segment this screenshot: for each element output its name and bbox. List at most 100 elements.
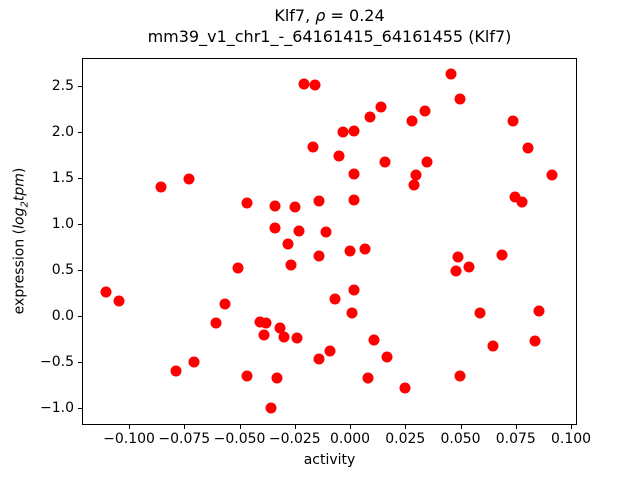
data-point — [419, 105, 431, 117]
y-tick-mark — [78, 223, 82, 225]
x-tick-mark — [571, 425, 573, 429]
data-point — [210, 317, 222, 329]
y-tick-label: 0.0 — [51, 307, 74, 324]
data-point — [445, 68, 457, 80]
x-tick-label: 0.075 — [495, 431, 536, 447]
data-point — [293, 225, 305, 237]
data-point — [313, 250, 325, 262]
data-point — [533, 305, 545, 317]
data-point — [450, 265, 462, 277]
data-point — [529, 335, 541, 347]
data-point — [320, 226, 332, 238]
data-point — [348, 125, 360, 137]
y-tick-label: 2.5 — [51, 78, 74, 95]
data-point — [265, 402, 277, 414]
y-tick-mark — [78, 86, 82, 88]
data-point — [507, 115, 519, 127]
data-point — [113, 295, 125, 307]
data-point — [155, 181, 167, 193]
data-point — [496, 249, 508, 261]
data-point — [188, 356, 200, 368]
data-point — [509, 191, 521, 202]
chart-title-gene: Klf7, — [274, 6, 316, 25]
data-point — [368, 334, 380, 346]
data-point — [298, 78, 310, 90]
data-point — [289, 201, 301, 213]
y-tick-mark — [78, 131, 82, 133]
x-tick-mark — [184, 425, 186, 429]
data-point — [258, 329, 270, 341]
data-point — [348, 284, 360, 296]
y-axis-label: expression (log2tpm) — [12, 168, 31, 315]
x-tick-label: 0.025 — [385, 431, 426, 447]
x-axis-label: activity — [303, 452, 356, 468]
data-point — [463, 261, 475, 273]
data-point — [381, 351, 393, 363]
data-point — [274, 322, 286, 334]
data-point — [375, 101, 387, 113]
data-point — [241, 370, 253, 382]
x-tick-label: −0.025 — [268, 431, 321, 447]
x-tick-mark — [515, 425, 517, 429]
x-tick-label: −0.050 — [213, 431, 266, 447]
x-tick-mark — [460, 425, 462, 429]
y-tick-label: −1.0 — [40, 399, 74, 416]
data-point — [487, 340, 499, 352]
data-point — [454, 370, 466, 382]
data-point — [346, 307, 358, 319]
x-tick-label: 0.000 — [330, 431, 371, 447]
data-point — [522, 142, 534, 154]
data-point — [170, 365, 182, 377]
data-point — [241, 197, 253, 209]
data-point — [309, 79, 321, 91]
data-point — [232, 262, 244, 274]
data-point — [348, 168, 360, 180]
data-point — [329, 293, 341, 305]
data-point — [254, 316, 266, 328]
data-point — [337, 126, 349, 138]
x-tick-label: −0.100 — [103, 431, 155, 447]
data-point — [307, 141, 319, 153]
data-point — [474, 307, 486, 319]
x-tick-label: −0.075 — [158, 431, 211, 447]
data-point — [379, 156, 391, 168]
plot-area — [82, 58, 577, 425]
data-point — [408, 179, 420, 191]
data-point — [100, 286, 112, 298]
data-point — [285, 259, 297, 271]
data-point — [362, 372, 374, 384]
x-tick-mark — [405, 425, 407, 429]
data-point — [324, 345, 336, 357]
chart-title-rho-value: = 0.24 — [325, 6, 385, 25]
x-tick-mark — [239, 425, 241, 429]
y-tick-mark — [78, 177, 82, 179]
chart-subtitle: mm39_v1_chr1_-_64161415_64161455 (Klf7) — [147, 27, 512, 46]
data-point — [421, 156, 433, 168]
data-point — [348, 194, 360, 206]
x-tick-label: 0.050 — [440, 431, 481, 447]
data-point — [219, 298, 231, 310]
y-tick-mark — [78, 361, 82, 363]
data-point — [546, 169, 558, 181]
x-tick-mark — [350, 425, 352, 429]
data-point — [452, 251, 464, 263]
data-point — [291, 332, 303, 344]
data-point — [269, 200, 281, 212]
y-tick-mark — [78, 269, 82, 271]
data-point — [260, 317, 272, 329]
x-tick-mark — [129, 425, 131, 429]
data-point — [269, 222, 281, 234]
data-point — [516, 196, 528, 208]
data-point — [183, 173, 195, 185]
data-point — [313, 195, 325, 207]
data-point — [333, 150, 345, 162]
data-point — [278, 331, 290, 343]
chart-title: Klf7, ρ = 0.24 — [82, 5, 577, 26]
y-tick-label: 0.5 — [51, 261, 74, 278]
y-tick-mark — [78, 315, 82, 317]
y-tick-label: 1.5 — [51, 169, 74, 186]
data-point — [344, 245, 356, 257]
data-point — [399, 382, 411, 394]
data-point — [454, 93, 466, 105]
